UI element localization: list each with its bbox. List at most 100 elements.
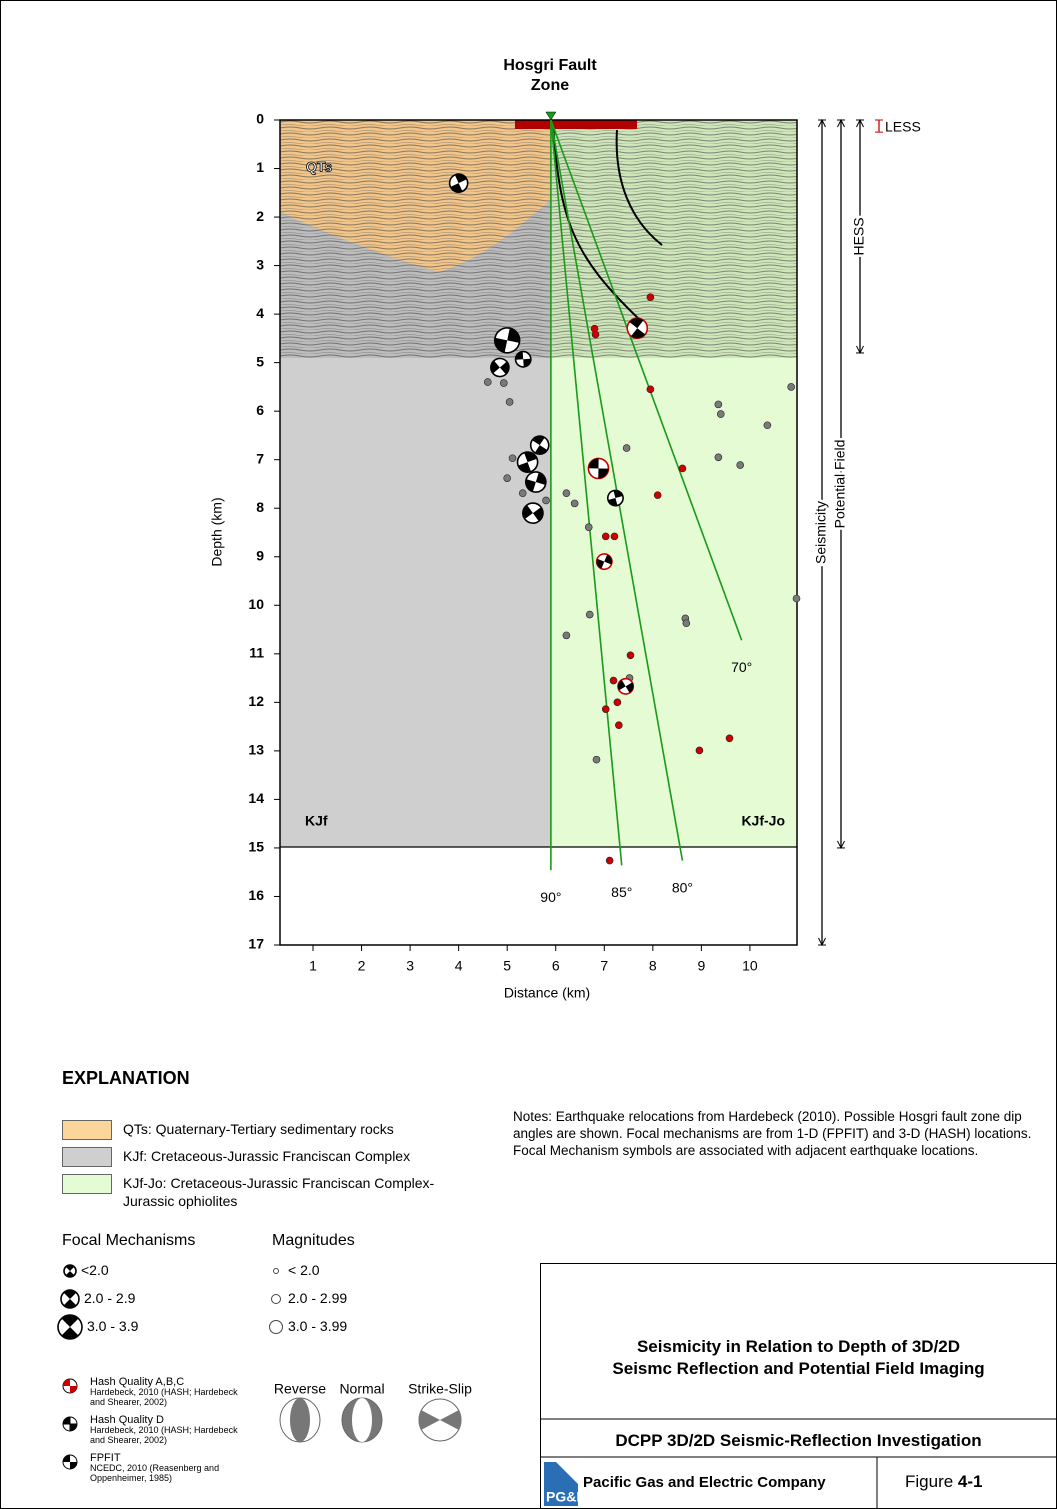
- figure-label: Figure: [905, 1472, 953, 1491]
- earthquake: [627, 652, 634, 659]
- earthquake: [737, 462, 744, 469]
- unit-label: QTs: Quaternary-Tertiary sedimentary roc…: [123, 1120, 453, 1138]
- earthquake: [586, 611, 593, 618]
- x-axis-label: Distance (km): [504, 985, 590, 1001]
- mechanism-type: Reverse: [274, 1381, 326, 1397]
- legend-art: [280, 1398, 462, 1442]
- kjf-region: [280, 358, 551, 847]
- seismic-image: [280, 120, 797, 358]
- chart-title: Hosgri Fault Zone: [490, 56, 610, 96]
- source-detail: NCEDC, 2010 (Reasenberg and Oppenheimer,…: [90, 1463, 240, 1483]
- mechanism-diagram: [418, 1399, 461, 1441]
- y-tick-label: 7: [256, 450, 264, 466]
- earthquake: [683, 620, 690, 627]
- focal-mechanism: [490, 358, 509, 377]
- earthquake: [611, 533, 618, 540]
- figure-title-line: Seismicity in Relation to Depth of 3D/2D: [540, 1336, 1057, 1358]
- unit-swatch: [62, 1174, 112, 1194]
- dip-label: 85°: [611, 884, 632, 900]
- mechanism-type: Strike-Slip: [408, 1381, 472, 1397]
- figure: QTs KJf KJf-Jo Distance (km) Depth (km) …: [0, 0, 1057, 1509]
- unit-swatch: [62, 1120, 112, 1140]
- x-tick-label: 3: [406, 958, 414, 974]
- earthquake: [509, 455, 516, 462]
- y-tick-label: 16: [248, 887, 264, 903]
- legend-mechanism: [64, 1265, 76, 1277]
- explanation-heading: EXPLANATION: [62, 1068, 190, 1089]
- company: Pacific Gas and Electric Company: [583, 1474, 826, 1491]
- y-tick-label: 17: [248, 936, 264, 952]
- y-tick-label: 12: [248, 693, 264, 709]
- y-tick-label: 0: [256, 111, 264, 127]
- figure-number: 4-1: [958, 1472, 983, 1491]
- y-tick-label: 9: [256, 547, 264, 563]
- earthquake: [715, 401, 722, 408]
- earthquake: [519, 490, 526, 497]
- earthquake: [764, 422, 771, 429]
- unit-swatch: [62, 1147, 112, 1167]
- depth-range-label: Potential Field: [832, 440, 848, 529]
- x-tick-label: 8: [649, 958, 657, 974]
- x-tick-label: 2: [358, 958, 366, 974]
- earthquake: [606, 857, 613, 864]
- y-tick-label: 5: [256, 353, 264, 369]
- earthquake: [602, 706, 609, 713]
- legend-magnitude: [270, 1321, 283, 1334]
- y-tick-label: 11: [249, 645, 264, 661]
- depth-range-label: LESS: [885, 119, 921, 135]
- dip-label: 70°: [731, 659, 752, 675]
- earthquake: [788, 383, 795, 390]
- earthquake: [543, 497, 550, 504]
- logo-text: PG&E: [546, 1489, 586, 1505]
- unit-label: KJf-Jo: Cretaceous-Jurassic Franciscan C…: [123, 1174, 453, 1210]
- region-label: KJf: [305, 813, 328, 829]
- earthquake: [610, 677, 617, 684]
- focal-class: 2.0 - 2.9: [84, 1290, 135, 1306]
- earthquake: [614, 699, 621, 706]
- depth-range-label: HESS: [851, 217, 867, 255]
- y-tick-label: 10: [248, 596, 264, 612]
- earthquake: [585, 524, 592, 531]
- legend-source-symbol: [63, 1379, 77, 1393]
- legend-source-symbol: [63, 1417, 77, 1431]
- depth-range-label: Seismicity: [813, 501, 829, 564]
- magnitude-heading: Magnitudes: [272, 1232, 355, 1250]
- kjfjo-region: [551, 358, 797, 847]
- y-tick-label: 15: [248, 839, 264, 855]
- earthquake: [615, 722, 622, 729]
- y-axis-label: Depth (km): [209, 497, 225, 566]
- earthquake: [647, 386, 654, 393]
- earthquake: [602, 533, 609, 540]
- y-tick-label: 14: [248, 790, 264, 806]
- earthquake: [563, 632, 570, 639]
- earthquake: [647, 294, 654, 301]
- figure-title-line: Seismc Reflection and Potential Field Im…: [540, 1358, 1057, 1380]
- earthquake: [592, 331, 599, 338]
- source-detail: Hardebeck, 2010 (HASH; Hardebeck and She…: [90, 1387, 240, 1407]
- region-label: QTs: [306, 159, 332, 175]
- earthquake: [696, 747, 703, 754]
- earthquake: [623, 445, 630, 452]
- unit-label: KJf: Cretaceous-Jurassic Franciscan Comp…: [123, 1147, 453, 1165]
- mechanism-diagram: [342, 1398, 382, 1442]
- y-tick-label: 13: [248, 742, 264, 758]
- legend-magnitude: [272, 1295, 281, 1304]
- x-tick-label: 6: [552, 958, 560, 974]
- figure-id: Figure 4-1: [905, 1472, 983, 1492]
- dip-label: 90°: [540, 889, 561, 905]
- legend-mechanism: [58, 1315, 82, 1339]
- x-tick-label: 1: [309, 958, 317, 974]
- fault-zone-bar: [515, 120, 637, 129]
- source-detail: Hardebeck, 2010 (HASH; Hardebeck and She…: [90, 1425, 240, 1445]
- legend-source-symbol: [63, 1455, 77, 1469]
- y-tick-label: 3: [256, 256, 264, 272]
- earthquake: [563, 490, 570, 497]
- earthquake: [715, 454, 722, 461]
- page: {"chart_data":{"type":"scatter","title":…: [0, 0, 1057, 1509]
- earthquake: [571, 500, 578, 507]
- x-tick-label: 7: [600, 958, 608, 974]
- y-tick-label: 2: [256, 208, 264, 224]
- y-tick-label: 4: [256, 305, 264, 321]
- legend-mechanism: [61, 1290, 79, 1308]
- earthquake: [679, 465, 686, 472]
